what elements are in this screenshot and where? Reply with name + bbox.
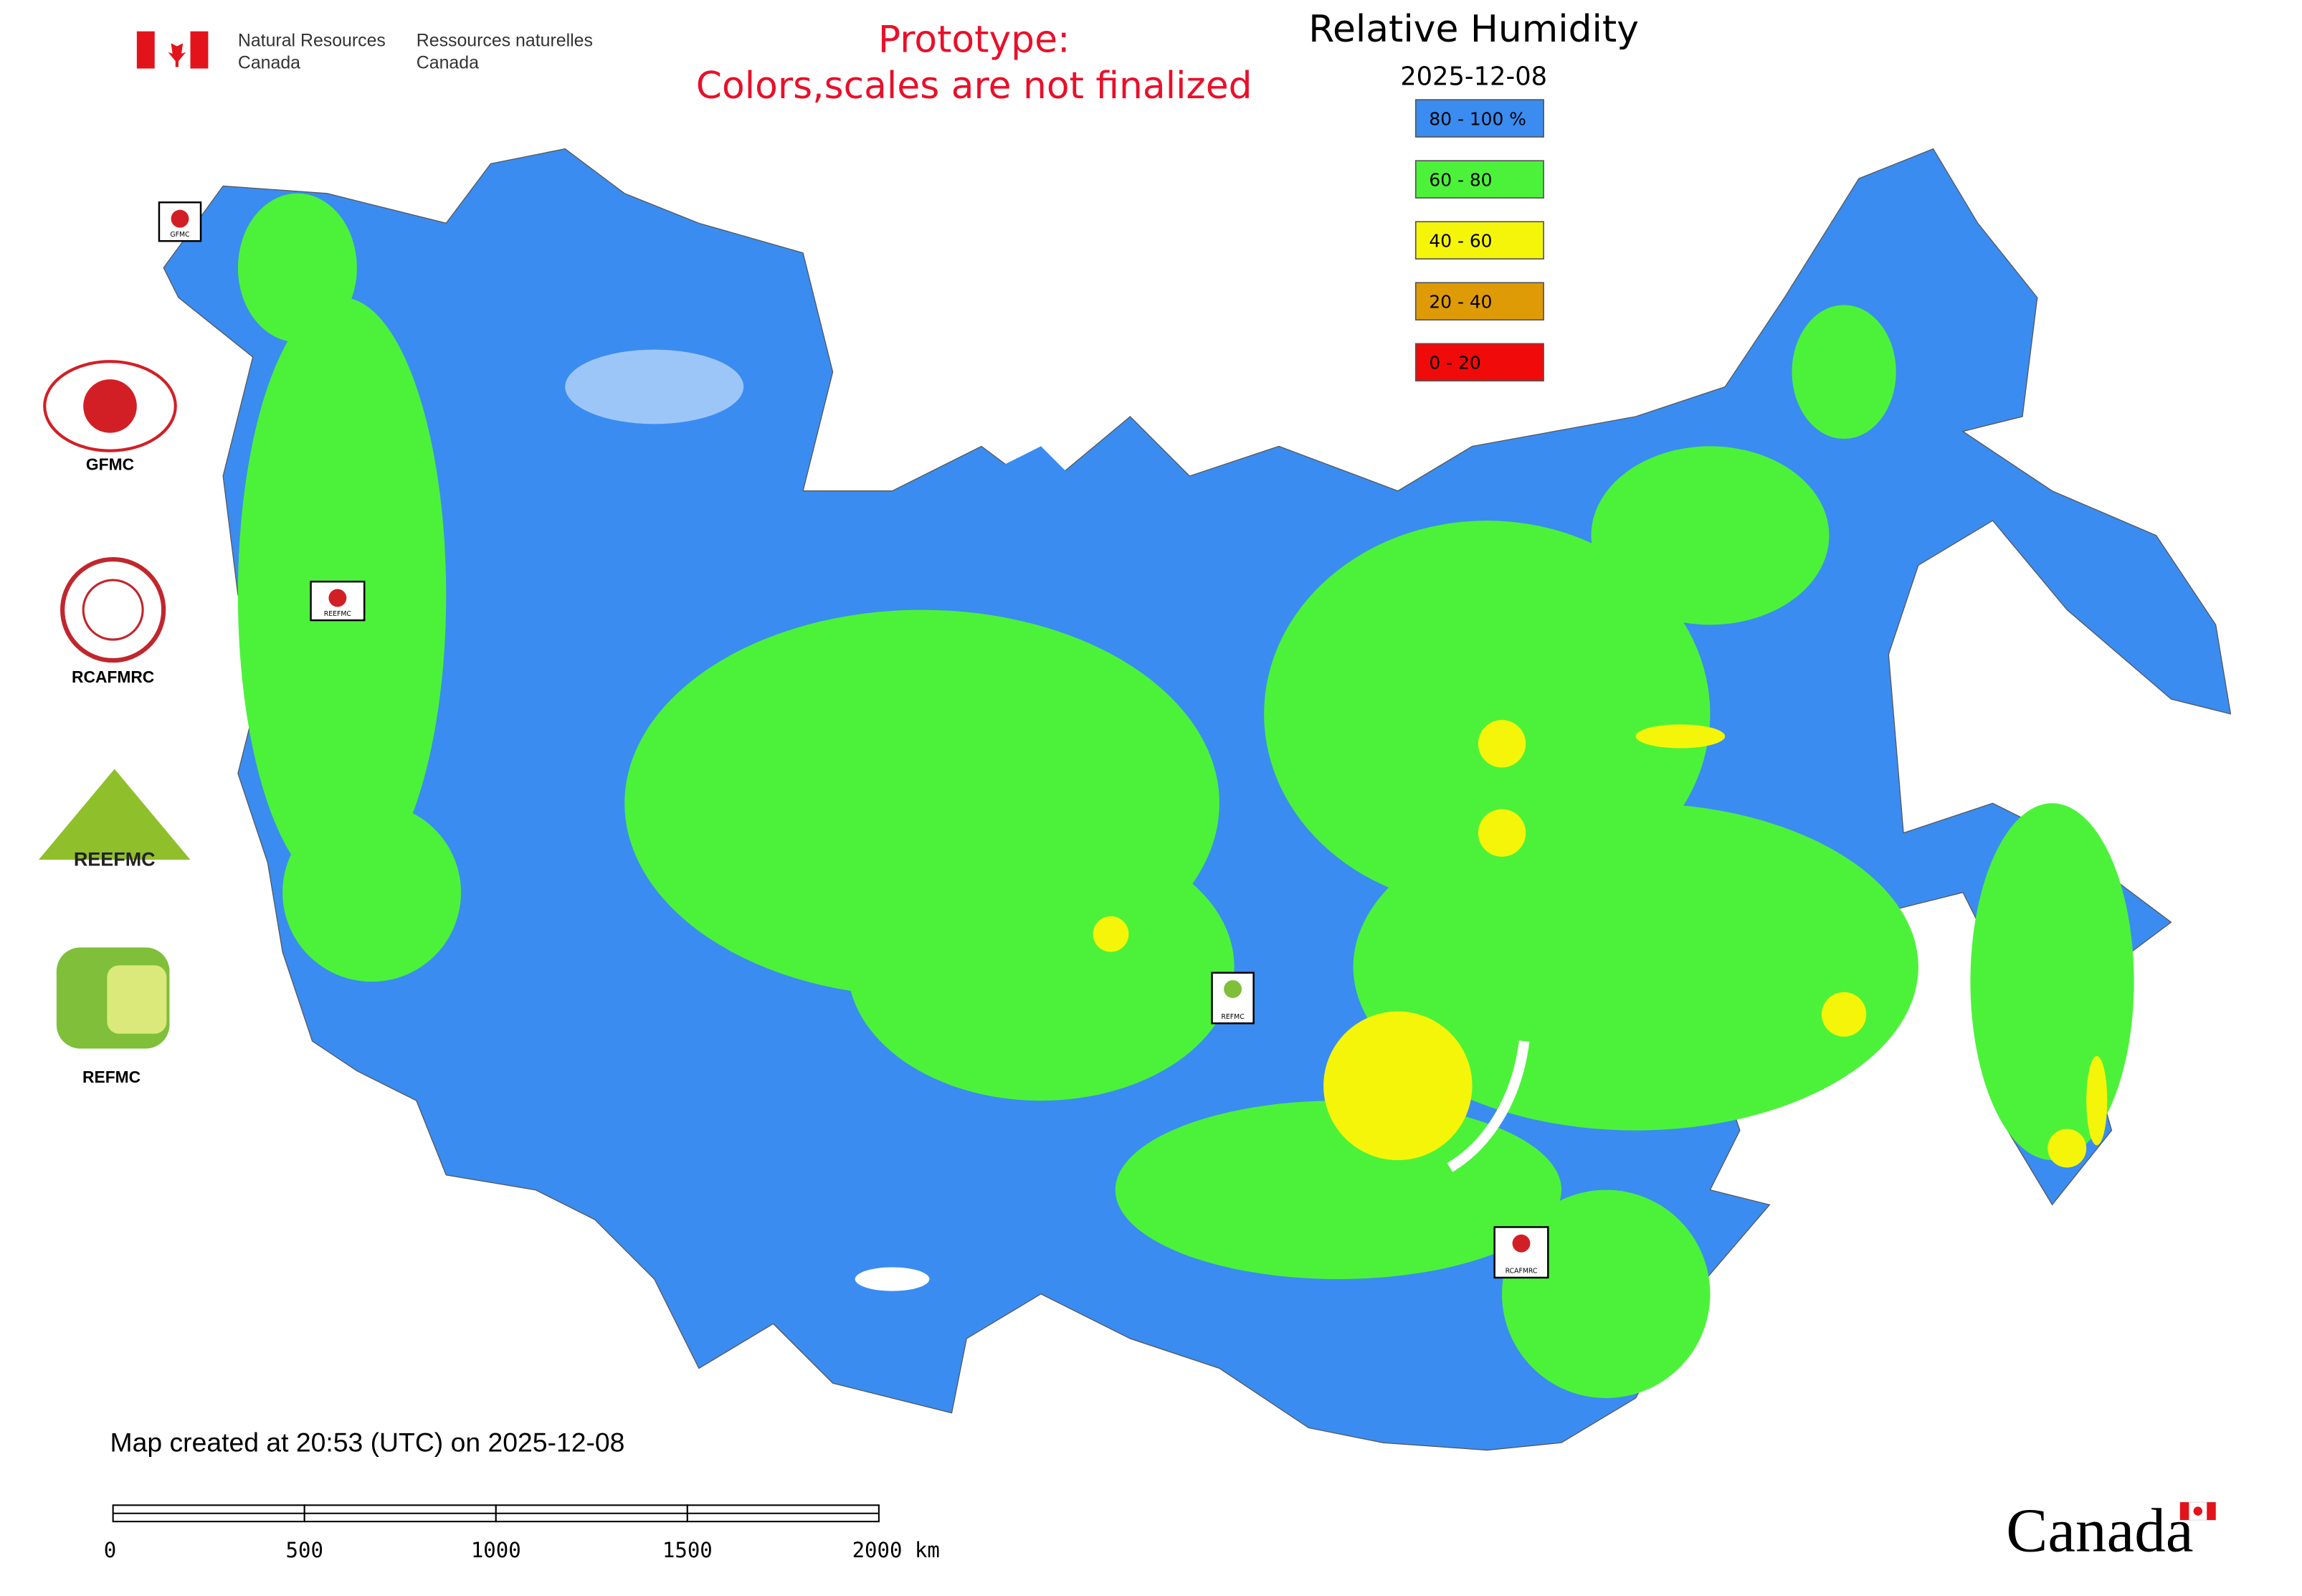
notice: Colors,scales are not finalized (696, 65, 1252, 108)
logo-label: RCAFMRC (72, 668, 154, 686)
marker-icon (1224, 980, 1242, 998)
legend-label: 40 - 60 (1429, 230, 1492, 251)
humidity-map (163, 148, 2232, 1451)
legend-swatch (1414, 99, 1544, 138)
wordmark-flag (2179, 1501, 2217, 1521)
legend-swatch (1414, 343, 1544, 381)
agency-en: Canada (238, 53, 300, 73)
marker-icon (171, 209, 189, 228)
scale-label: 0 (104, 1538, 116, 1562)
scale-label: 1000 (471, 1538, 521, 1562)
scale-label: 1500 (662, 1538, 713, 1562)
legend-label: 80 - 100 % (1429, 108, 1526, 129)
legend-swatch (1414, 282, 1544, 320)
scale-bar: 0 500 1000 1500 2000 km (104, 1504, 940, 1562)
legend-label: 20 - 40 (1429, 292, 1492, 313)
marker-icon (1512, 1234, 1531, 1253)
agency-fr: Ressources naturelles (417, 30, 593, 50)
marker-label: GFMC (170, 231, 189, 239)
logos (38, 360, 191, 1049)
agency-fr: Canada (417, 53, 479, 73)
legend-label: 60 - 80 (1429, 169, 1492, 190)
flag (136, 31, 209, 69)
notice: Prototype: (878, 19, 1070, 62)
logo-label: GFMC (86, 455, 134, 474)
title: Relative Humidity (1308, 8, 1639, 51)
marker-label: RCAFMRC (1506, 1268, 1538, 1276)
canada-wordmark: Canada (2006, 1496, 2193, 1565)
date: 2025-12-08 (1400, 62, 1547, 91)
marker-icon (328, 589, 347, 607)
created-note: Map created at 20:53 (UTC) on 2025-12-08 (110, 1428, 624, 1458)
scale-label: 2000 km (852, 1538, 940, 1562)
logo-label: REEFMC (74, 848, 156, 870)
legend-label: 0 - 20 (1429, 353, 1480, 374)
logo-label: REFMC (82, 1068, 141, 1086)
legend-swatch (1414, 160, 1544, 199)
legend-swatch (1414, 221, 1544, 260)
marker-label: REEFMC (324, 610, 351, 618)
scale-label: 500 (285, 1538, 323, 1562)
legend: 80 - 100 % 60 - 80 40 - 60 20 - 40 0 - 20 (1414, 99, 1544, 381)
marker-label: REFMC (1221, 1013, 1244, 1021)
map-markers: GFMC REEFMC REFMC RCAFMRC (158, 201, 1549, 1279)
agency-en: Natural Resources (238, 30, 386, 50)
